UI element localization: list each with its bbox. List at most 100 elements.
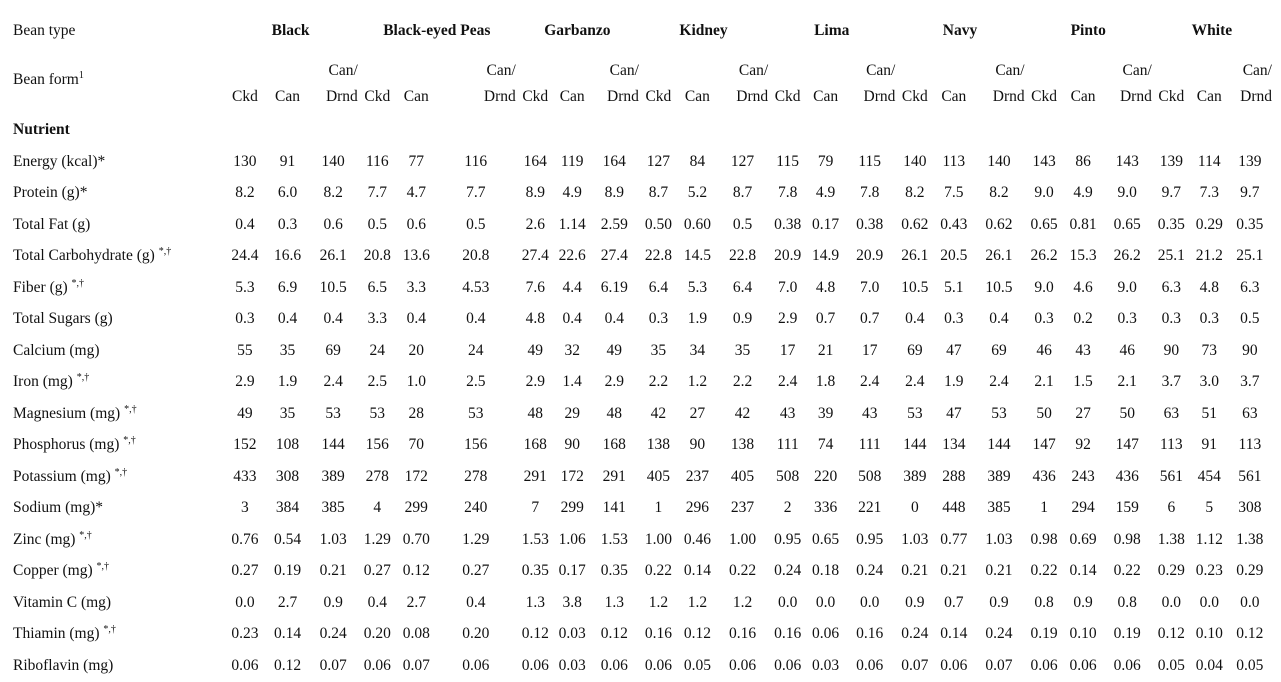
header-spacer	[1152, 47, 1228, 80]
nutrient-name-text: Thiamin (mg)	[13, 625, 100, 643]
table-cell: 0.12	[1236, 625, 1264, 643]
table-cell: 0.21	[985, 562, 1013, 580]
nutrient-name-text: Potassium (mg)	[13, 467, 111, 485]
nutrient-footnote: *,†	[96, 561, 110, 573]
table-cell: 0.3	[1117, 310, 1137, 328]
table-cell: 1.9	[944, 373, 964, 391]
table-cell: 9.7	[1240, 184, 1260, 202]
table-cell: 0.7	[815, 310, 836, 328]
table-cell: 0.60	[683, 215, 711, 233]
table-cell: 7.0	[777, 278, 798, 296]
table-cell: 220	[813, 467, 838, 485]
table-cell: 0.22	[1030, 562, 1058, 580]
table-cell: 1	[654, 499, 663, 517]
table-cell: 0.3	[235, 310, 255, 328]
table-cell: 0.65	[1113, 215, 1141, 233]
table-cell: 0.06	[774, 656, 802, 674]
table-cell: 17	[779, 341, 796, 359]
table-cell: 1.29	[462, 530, 490, 548]
table-cell: 27	[689, 404, 706, 422]
table-cell: 1.2	[687, 373, 708, 391]
table-row: Protein (g)* 8.2 6.0 8.2 7.7 4.7 7.7 8.9 4.9 8.9 8…	[10, 178, 1272, 210]
nutrient-name: Vitamin C (mg)	[10, 587, 223, 619]
table-cell: 152	[233, 436, 257, 454]
table-cell: 0.12	[273, 656, 302, 674]
table-cell: 0.35	[521, 562, 549, 580]
table-cell: 113	[1238, 436, 1262, 454]
table-cell: 0.23	[231, 625, 259, 643]
table-cell: 116	[365, 152, 389, 170]
table-cell: 134	[942, 436, 966, 454]
table-cell: 0.95	[856, 530, 884, 548]
nutrient-name: Riboflavin (mg)	[10, 650, 223, 682]
table-cell: 2.5	[367, 373, 387, 391]
table-cell: 1.38	[1236, 530, 1264, 548]
table-cell: 1	[1040, 499, 1048, 517]
table-cell: 9.0	[1034, 184, 1054, 202]
table-cell: 0.12	[402, 562, 430, 580]
table-cell: 15.3	[1069, 247, 1097, 265]
table-cell: 0.19	[1113, 625, 1141, 643]
table-cell: 291	[523, 467, 547, 485]
table-cell: 0.24	[856, 562, 884, 580]
table-cell: 1.12	[1195, 530, 1223, 548]
table-cell: 0.05	[683, 656, 711, 674]
table-cell: 2.4	[777, 373, 798, 391]
table-cell: 172	[404, 467, 428, 485]
table-cell: 4.9	[815, 184, 836, 202]
table-cell: 2.9	[235, 373, 255, 391]
table-cell: 26.1	[901, 247, 929, 265]
table-cell: 138	[730, 436, 755, 454]
table-cell: 91	[279, 152, 296, 170]
table-cell: 278	[365, 467, 389, 485]
table-cell: 3.3	[406, 278, 426, 296]
table-cell: 8.7	[732, 184, 753, 202]
table-cell: 13.6	[402, 247, 430, 265]
table-cell: 0.4	[905, 310, 925, 328]
table-cell: 0.21	[940, 562, 968, 580]
table-cell: 0.17	[812, 215, 840, 233]
nutrient-name: Energy (kcal)*	[10, 146, 223, 178]
table-cell: 2.2	[648, 373, 669, 391]
table-cell: 0.18	[812, 562, 840, 580]
table-cell: 0.3	[277, 215, 298, 233]
table-cell: 0.27	[363, 562, 391, 580]
table-row: Zinc (mg) *,† 0.76 0.54 1.03 1.29 0.70 1.29 1.5…	[10, 524, 1272, 556]
table-cell: 0.22	[644, 562, 672, 580]
table-row: Total Sugars (g) 0.3 0.4 0.4 3.3 0.4 0.4 4.8 0.4…	[10, 304, 1272, 336]
table-cell: 1.14	[558, 215, 586, 233]
table-cell: 1.2	[648, 593, 669, 611]
table-cell: 2.9	[604, 373, 624, 391]
table-cell: 114	[1197, 152, 1221, 170]
table-cell: 115	[858, 152, 882, 170]
table-cell: 0.0	[1161, 593, 1181, 611]
table-cell: 0.05	[1236, 656, 1264, 674]
table-cell: 49	[527, 341, 544, 359]
table-row: Copper (mg) *,† 0.27 0.19 0.21 0.27 0.12 0.27 0…	[10, 556, 1272, 588]
nutrient-name: Copper (mg) *,†	[10, 556, 223, 588]
table-cell: 436	[1032, 467, 1056, 485]
table-cell: 2.1	[1117, 373, 1137, 391]
table-cell: 0.0	[815, 593, 836, 611]
table-cell: 0.20	[462, 625, 490, 643]
table-cell: 14.9	[812, 247, 840, 265]
table-cell: 4.4	[562, 278, 582, 296]
form-label-can: Can	[559, 87, 585, 105]
table-cell: 8.9	[604, 184, 624, 202]
table-cell: 53	[907, 404, 923, 422]
header-spacer	[639, 47, 717, 80]
table-cell: 27.4	[600, 247, 628, 265]
table-cell: 0.20	[363, 625, 391, 643]
table-cell: 144	[321, 436, 345, 454]
table-cell: 35	[650, 341, 667, 359]
table-cell: 8.2	[235, 184, 255, 202]
table-cell: 0.19	[1030, 625, 1058, 643]
table-cell: 0.3	[1161, 310, 1181, 328]
table-cell: 389	[903, 467, 927, 485]
table-cell: 139	[1159, 152, 1183, 170]
header-spacer	[768, 47, 844, 80]
table-cell: 0.9	[732, 310, 753, 328]
table-cell: 1.2	[732, 593, 753, 611]
nutrient-name: Protein (g)*	[10, 178, 223, 210]
form-label-ckd: Ckd	[364, 87, 391, 105]
